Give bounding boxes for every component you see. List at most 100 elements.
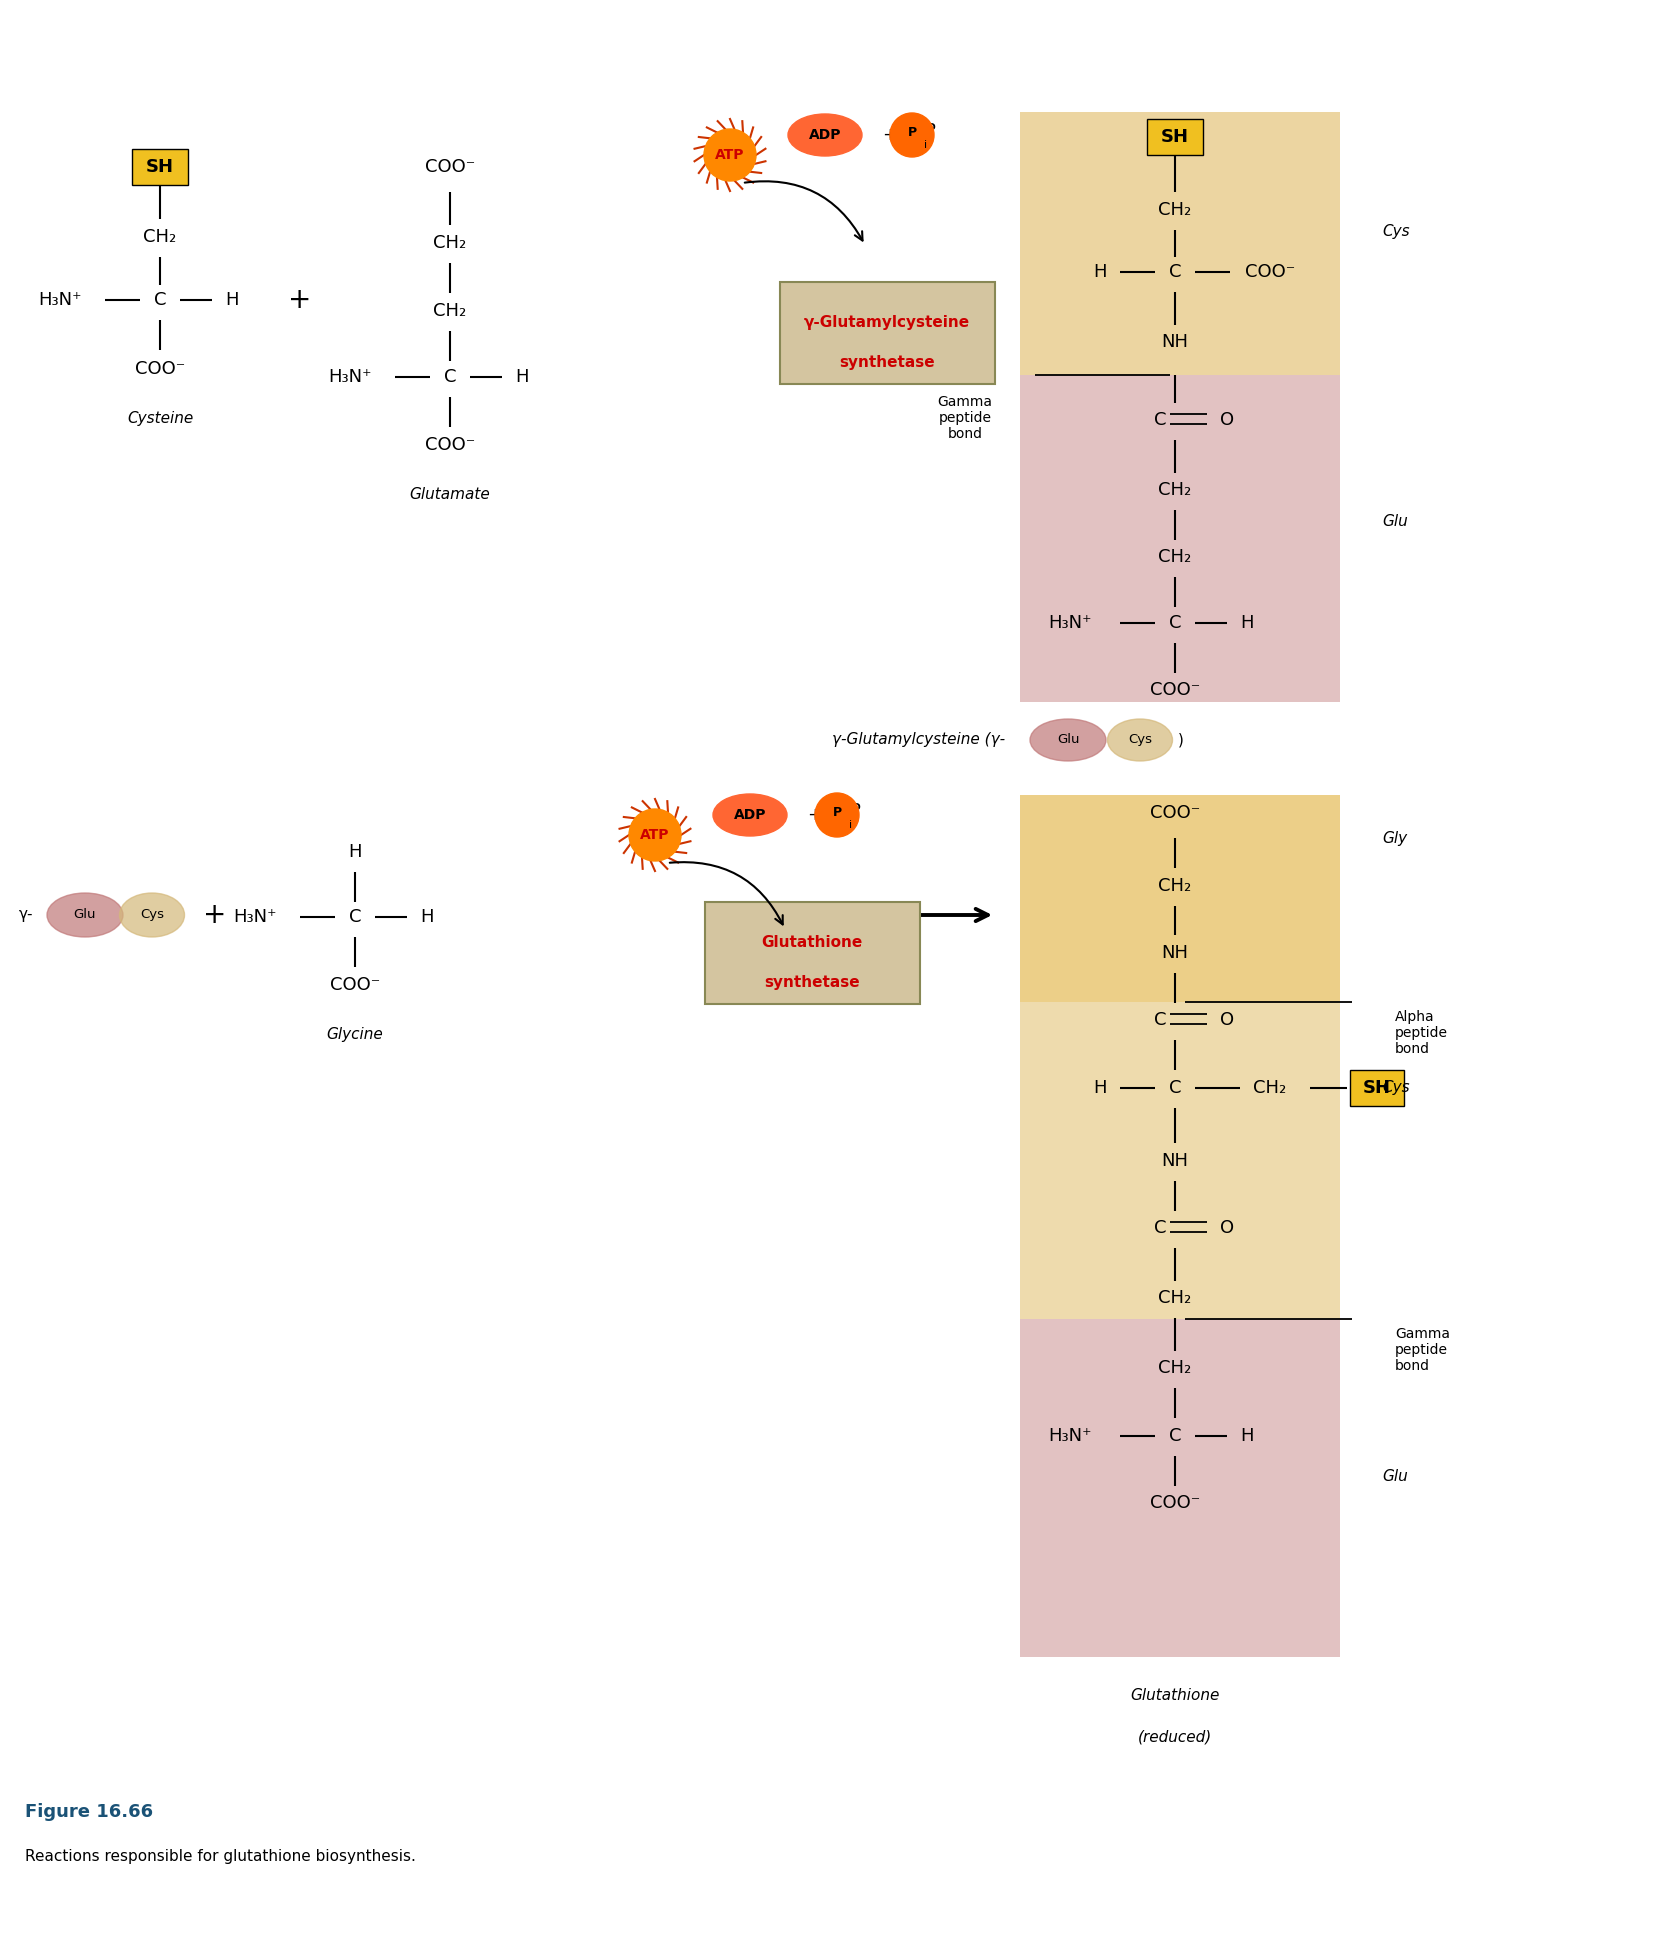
Text: H₃N⁺: H₃N⁺: [38, 290, 82, 310]
Text: H: H: [225, 290, 238, 310]
Text: C: C: [153, 290, 166, 310]
Text: H: H: [1093, 263, 1107, 280]
Text: CH₂: CH₂: [143, 228, 176, 245]
Text: H: H: [514, 368, 529, 386]
Text: COO⁻: COO⁻: [424, 158, 474, 175]
Text: COO⁻: COO⁻: [1245, 263, 1295, 280]
Text: O: O: [1220, 1219, 1233, 1236]
FancyBboxPatch shape: [779, 282, 995, 384]
Ellipse shape: [1030, 718, 1105, 761]
Text: CH₂: CH₂: [1158, 201, 1191, 218]
Text: C: C: [1168, 1427, 1180, 1445]
Text: P: P: [924, 123, 935, 140]
Ellipse shape: [120, 894, 185, 937]
Bar: [1020, 1003, 1340, 1318]
Text: CH₂: CH₂: [433, 302, 466, 319]
FancyArrowPatch shape: [669, 863, 782, 925]
Text: +: +: [203, 901, 226, 929]
Text: COO⁻: COO⁻: [424, 436, 474, 454]
Text: C: C: [1153, 411, 1165, 428]
Text: CH₂: CH₂: [1158, 1359, 1191, 1377]
Text: Reactions responsible for glutathione biosynthesis.: Reactions responsible for glutathione bi…: [25, 1850, 416, 1865]
Text: H₃N⁺: H₃N⁺: [1048, 613, 1092, 633]
Text: C: C: [1153, 1219, 1165, 1236]
Text: Alpha
peptide
bond: Alpha peptide bond: [1394, 1010, 1448, 1057]
Text: C: C: [348, 907, 361, 927]
Ellipse shape: [787, 115, 862, 156]
Text: SH: SH: [1160, 129, 1188, 146]
Text: ATP: ATP: [641, 827, 669, 841]
Text: C: C: [444, 368, 456, 386]
Text: H: H: [1240, 1427, 1253, 1445]
Text: ): ): [1178, 732, 1183, 748]
Text: COO⁻: COO⁻: [135, 360, 185, 378]
Text: O: O: [1220, 1010, 1233, 1030]
Text: C: C: [1168, 263, 1180, 280]
Text: Glycine: Glycine: [326, 1028, 383, 1042]
Text: SH: SH: [1363, 1079, 1389, 1096]
Text: H₃N⁺: H₃N⁺: [1048, 1427, 1092, 1445]
Text: P: P: [832, 806, 840, 820]
Text: C: C: [1153, 1010, 1165, 1030]
Text: ADP: ADP: [809, 129, 840, 142]
Text: COO⁻: COO⁻: [1150, 681, 1200, 699]
Text: SH: SH: [146, 158, 175, 175]
Text: γ-Glutamylcysteine (γ-: γ-Glutamylcysteine (γ-: [832, 732, 1005, 748]
Bar: [1020, 376, 1340, 703]
Text: CH₂: CH₂: [1158, 547, 1191, 567]
Bar: [1020, 1318, 1340, 1657]
Bar: [1020, 113, 1340, 376]
FancyBboxPatch shape: [131, 150, 188, 185]
Ellipse shape: [712, 794, 787, 835]
Text: Glu: Glu: [1381, 1470, 1406, 1484]
Text: C: C: [1168, 613, 1180, 633]
Text: +: +: [807, 806, 822, 824]
Text: NH: NH: [1161, 944, 1188, 962]
Text: Gamma
peptide
bond: Gamma peptide bond: [1394, 1328, 1449, 1373]
Text: Glutathione: Glutathione: [1130, 1688, 1220, 1702]
Text: Glutathione: Glutathione: [760, 935, 862, 950]
FancyBboxPatch shape: [704, 901, 920, 1005]
Text: COO⁻: COO⁻: [1150, 1493, 1200, 1513]
Text: NH: NH: [1161, 333, 1188, 350]
Text: γ-Glutamylcysteine: γ-Glutamylcysteine: [804, 315, 970, 331]
Text: CH₂: CH₂: [1158, 1289, 1191, 1306]
Circle shape: [890, 113, 934, 158]
Text: CH₂: CH₂: [1158, 481, 1191, 498]
Text: Glu: Glu: [1381, 514, 1406, 530]
Text: synthetase: synthetase: [764, 975, 859, 991]
Text: COO⁻: COO⁻: [1150, 804, 1200, 822]
Text: +: +: [882, 127, 897, 144]
Text: γ-: γ-: [18, 907, 33, 923]
Text: Glutamate: Glutamate: [409, 487, 491, 502]
Text: ADP: ADP: [734, 808, 765, 822]
Text: Cys: Cys: [1127, 734, 1151, 746]
Text: NH: NH: [1161, 1153, 1188, 1170]
Text: Gly: Gly: [1381, 831, 1406, 847]
Text: Figure 16.66: Figure 16.66: [25, 1803, 153, 1820]
Circle shape: [814, 792, 859, 837]
Text: ATP: ATP: [716, 148, 744, 162]
Text: CH₂: CH₂: [433, 234, 466, 251]
Text: Cys: Cys: [1381, 1081, 1409, 1096]
Text: H: H: [419, 907, 434, 927]
Text: H: H: [1240, 613, 1253, 633]
FancyArrowPatch shape: [744, 181, 862, 241]
Text: O: O: [1220, 411, 1233, 428]
Text: Glu: Glu: [73, 909, 97, 921]
Text: i: i: [849, 820, 852, 829]
Circle shape: [704, 129, 755, 181]
Circle shape: [629, 810, 681, 861]
Text: synthetase: synthetase: [839, 356, 934, 370]
Text: Cys: Cys: [1381, 224, 1409, 239]
Text: Cysteine: Cysteine: [126, 411, 193, 426]
Text: COO⁻: COO⁻: [329, 975, 379, 995]
Text: C: C: [1168, 1079, 1180, 1096]
Text: CH₂: CH₂: [1158, 876, 1191, 896]
FancyBboxPatch shape: [1350, 1071, 1403, 1106]
Text: +: +: [288, 286, 311, 313]
Text: H: H: [1093, 1079, 1107, 1096]
Ellipse shape: [47, 894, 123, 937]
Text: P: P: [907, 127, 915, 140]
Text: Cys: Cys: [140, 909, 163, 921]
